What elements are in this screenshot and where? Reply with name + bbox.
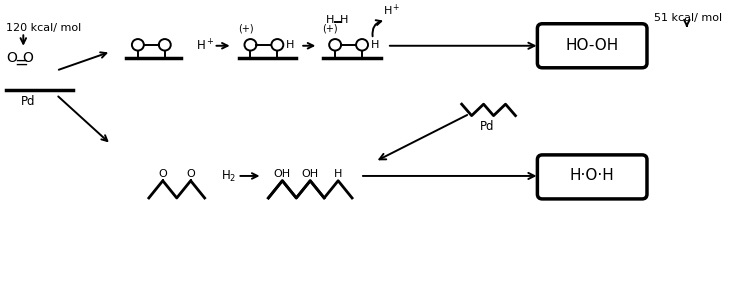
Text: H$^+$: H$^+$ bbox=[196, 38, 214, 53]
Text: (+): (+) bbox=[322, 23, 338, 33]
Text: H: H bbox=[286, 40, 295, 50]
Text: HO-OH: HO-OH bbox=[565, 38, 619, 53]
Text: O: O bbox=[7, 50, 17, 64]
Text: OH: OH bbox=[274, 169, 291, 179]
FancyBboxPatch shape bbox=[537, 24, 647, 68]
Text: H: H bbox=[334, 169, 343, 179]
Text: O: O bbox=[22, 50, 33, 64]
Text: O: O bbox=[159, 169, 167, 179]
Text: 51 kcal/ mol: 51 kcal/ mol bbox=[654, 13, 722, 23]
Text: H: H bbox=[340, 15, 349, 25]
Text: OH: OH bbox=[301, 169, 319, 179]
Text: (+): (+) bbox=[238, 23, 254, 33]
FancyBboxPatch shape bbox=[537, 155, 647, 199]
Text: H: H bbox=[326, 15, 334, 25]
Text: Pd: Pd bbox=[21, 94, 36, 108]
Text: H·O·H: H·O·H bbox=[570, 168, 615, 184]
Text: H$_2$: H$_2$ bbox=[221, 168, 236, 184]
Text: 120 kcal/ mol: 120 kcal/ mol bbox=[7, 23, 82, 33]
Text: H: H bbox=[371, 40, 379, 50]
Text: H$^+$: H$^+$ bbox=[383, 3, 401, 18]
Text: O: O bbox=[186, 169, 195, 179]
Text: Pd: Pd bbox=[480, 120, 495, 133]
Text: =: = bbox=[14, 53, 28, 71]
